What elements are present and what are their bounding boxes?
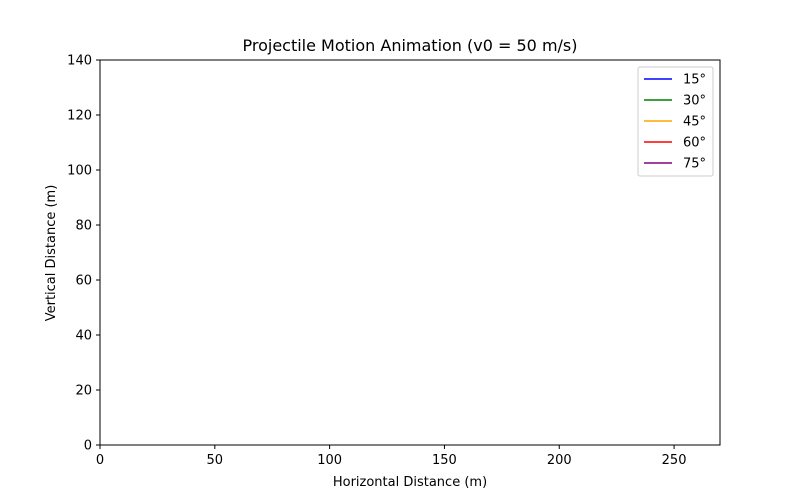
x-tick-label: 50 [207, 453, 224, 468]
x-axis-label: Horizontal Distance (m) [333, 475, 487, 490]
y-tick-label: 0 [84, 439, 92, 454]
y-tick-label: 100 [67, 164, 92, 179]
legend-box [637, 66, 714, 177]
x-tick-label: 250 [662, 453, 687, 468]
legend-label-4: 60° [683, 136, 706, 151]
legend-label-3: 45° [683, 115, 706, 130]
y-tick-label: 120 [67, 109, 92, 124]
legend: 15° 30° 45° 60° 75° [637, 66, 714, 177]
x-tick-label: 0 [96, 453, 104, 468]
y-axis-label: Vertical Distance (m) [44, 185, 59, 322]
y-tick-label: 40 [75, 329, 92, 344]
y-tick-label: 140 [67, 54, 92, 69]
x-tick-label: 150 [432, 453, 457, 468]
y-tick-label: 20 [75, 384, 92, 399]
axes: 0 50 100 150 200 250 0 20 40 60 80 100 120 140 [67, 54, 721, 468]
y-tick-label: 60 [75, 274, 92, 289]
chart-title: Projectile Motion Animation (v0 = 50 m/s… [242, 36, 577, 55]
axes-frame [99, 59, 721, 446]
legend-label-5: 75° [683, 157, 706, 172]
x-tick-label: 100 [317, 453, 342, 468]
legend-label-2: 30° [683, 94, 706, 109]
y-tick-label: 80 [75, 219, 92, 234]
legend-label-1: 15° [683, 73, 706, 88]
x-tick-label: 200 [547, 453, 572, 468]
